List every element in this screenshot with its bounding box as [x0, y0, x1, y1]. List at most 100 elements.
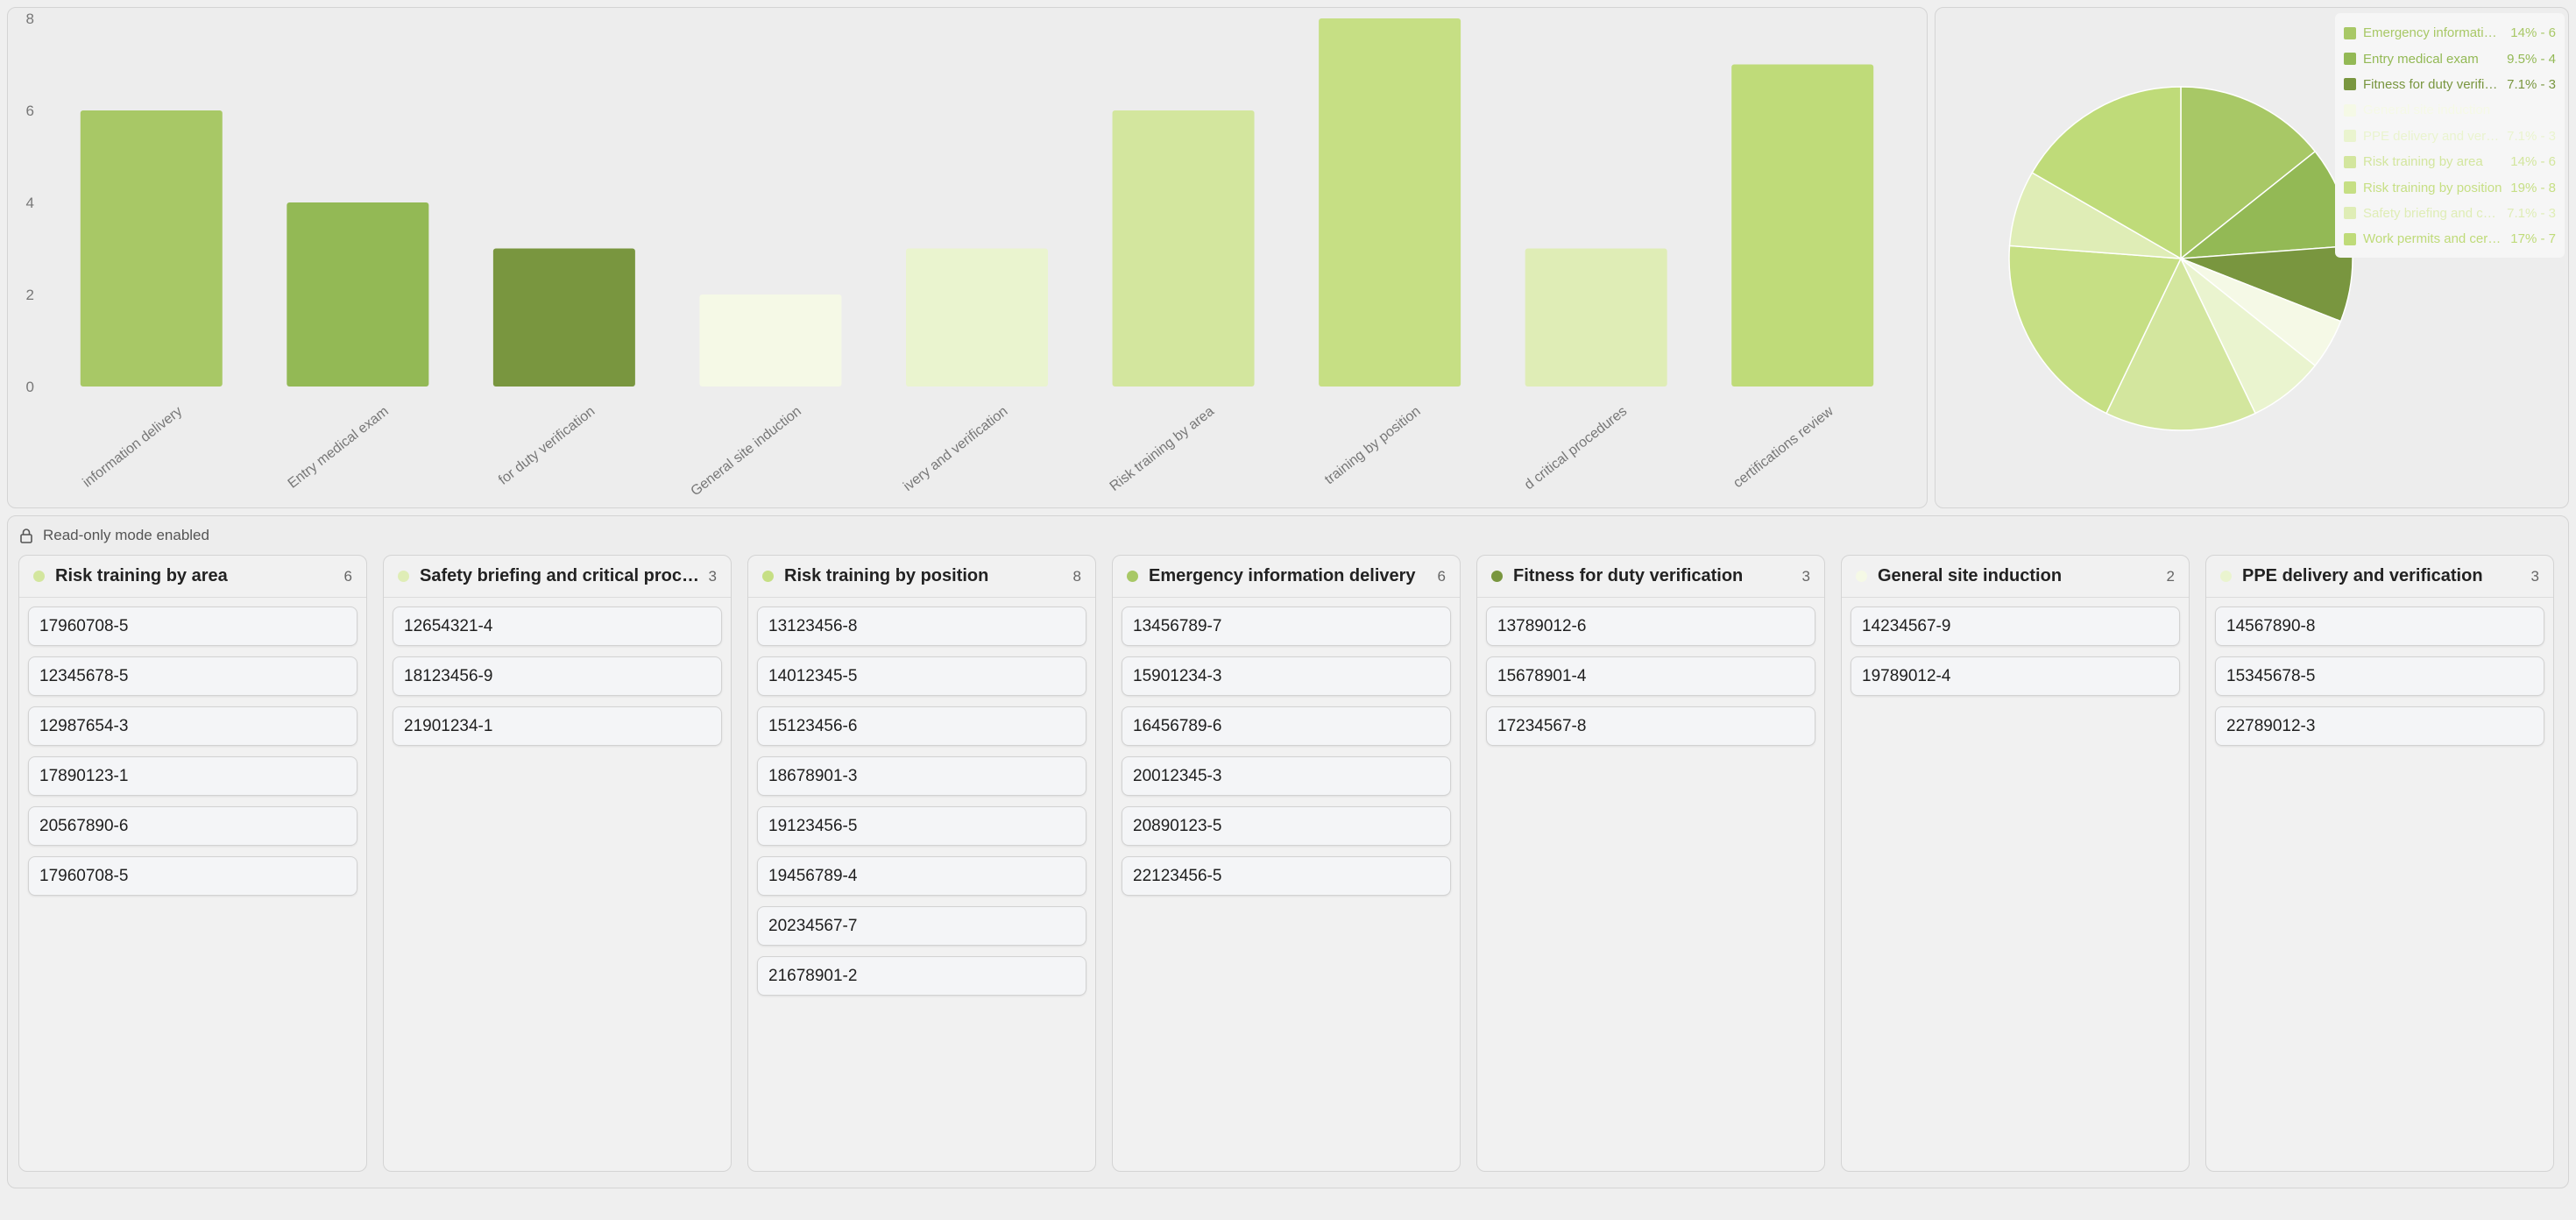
y-tick-label: 2	[26, 287, 34, 303]
readonly-indicator: Read-only mode enabled	[18, 527, 209, 544]
legend-item[interactable]: Emergency information delivery 14% - 6	[2344, 20, 2556, 46]
board-card[interactable]: 17960708-5	[28, 606, 357, 646]
board-card[interactable]: 13123456-8	[757, 606, 1086, 646]
x-tick-label: for duty verification	[496, 404, 598, 488]
board-card[interactable]: 16456789-6	[1122, 706, 1451, 746]
board-card[interactable]: 20012345-3	[1122, 756, 1451, 796]
board-column: General site induction 2 14234567-9 1978901…	[1841, 555, 2190, 1172]
pie-chart	[2008, 86, 2353, 431]
board-card[interactable]: 14234567-9	[1851, 606, 2180, 646]
board-card[interactable]: 15678901-4	[1486, 656, 1815, 696]
board-card[interactable]: 18678901-3	[757, 756, 1086, 796]
legend-item[interactable]: Fitness for duty verification 7.1% - 3	[2344, 72, 2556, 97]
legend-swatch	[2344, 26, 2356, 39]
board-card[interactable]: 14012345-5	[757, 656, 1086, 696]
board-card[interactable]: 21901234-1	[393, 706, 722, 746]
legend-label: Risk training by position	[2363, 180, 2502, 195]
legend-label: Work permits and certifications review	[2363, 231, 2503, 247]
bar[interactable]	[1525, 248, 1667, 387]
legend-value: 7.1% - 3	[2507, 205, 2556, 221]
x-tick-label: Risk training by area	[1108, 404, 1217, 494]
legend-swatch	[2344, 53, 2356, 66]
bar[interactable]	[906, 248, 1048, 387]
column-header: Risk training by area 6	[19, 556, 366, 598]
legend-label: Fitness for duty verification	[2363, 76, 2500, 92]
pie-slice[interactable]	[2008, 245, 2183, 415]
board-card[interactable]: 19789012-4	[1851, 656, 2180, 696]
y-tick-label: 6	[26, 103, 34, 119]
bar[interactable]	[1319, 18, 1461, 387]
readonly-label: Read-only mode enabled	[43, 527, 209, 543]
legend-item[interactable]: Work permits and certifications review 17…	[2344, 226, 2556, 252]
bar[interactable]	[492, 248, 635, 387]
board-card[interactable]: 20890123-5	[1122, 806, 1451, 846]
board-card[interactable]: 22789012-3	[2215, 706, 2544, 746]
board-card[interactable]: 19123456-5	[757, 806, 1086, 846]
board-card[interactable]: 15123456-6	[757, 706, 1086, 746]
legend-swatch	[2344, 130, 2356, 143]
board-card[interactable]: 20234567-7	[757, 906, 1086, 946]
y-tick-label: 4	[26, 195, 34, 211]
y-tick-label: 8	[26, 11, 34, 27]
x-tick-label: training by position	[1322, 404, 1424, 488]
pie-slice[interactable]	[2105, 257, 2257, 431]
legend-item[interactable]: PPE delivery and verification 7.1% - 3	[2344, 124, 2556, 149]
x-tick-label: General site induction	[688, 404, 803, 500]
board-card[interactable]: 19456789-4	[757, 856, 1086, 896]
board-column: Fitness for duty verification 3 13789012-6…	[1476, 555, 1825, 1172]
bar[interactable]	[287, 202, 429, 387]
board-column: Risk training by area 6 17960708-5 12345678…	[18, 555, 367, 1172]
column-title: PPE delivery and verification	[2242, 566, 2483, 585]
pie-slice[interactable]	[2180, 86, 2317, 260]
board-card[interactable]: 17234567-8	[1486, 706, 1815, 746]
column-title: General site induction	[1878, 566, 2063, 585]
column-header: Safety briefing and critical procedures 3	[384, 556, 731, 598]
board-card[interactable]: 15345678-5	[2215, 656, 2544, 696]
bar[interactable]	[699, 294, 842, 387]
bar[interactable]	[80, 110, 223, 387]
board-card[interactable]: 22123456-5	[1122, 856, 1451, 896]
board-card[interactable]: 12987654-3	[28, 706, 357, 746]
x-tick-label: information delivery	[80, 404, 185, 491]
board-card[interactable]: 17960708-5	[28, 856, 357, 896]
column-title: Risk training by position	[784, 566, 989, 585]
legend-item[interactable]: General site induction	[2344, 97, 2556, 123]
board-card[interactable]: 17890123-1	[28, 756, 357, 796]
legend-swatch	[2344, 232, 2356, 245]
board-card[interactable]: 14567890-8	[2215, 606, 2544, 646]
legend-value: 9.5% - 4	[2507, 51, 2556, 67]
column-count: 3	[2530, 567, 2539, 585]
board-card[interactable]: 18123456-9	[393, 656, 722, 696]
legend-item[interactable]: Risk training by area 14% - 6	[2344, 149, 2556, 174]
column-count: 2	[2166, 567, 2175, 585]
legend-value: 7.1% - 3	[2507, 76, 2556, 92]
board-card[interactable]: 20567890-6	[28, 806, 357, 846]
bar[interactable]	[1112, 110, 1255, 387]
column-count: 8	[1072, 567, 1081, 585]
legend-value: 14% - 6	[2510, 154, 2556, 170]
board-column: Risk training by position 8 13123456-8 1401…	[747, 555, 1096, 1172]
legend-value: 17% - 7	[2510, 231, 2556, 247]
board-card[interactable]: 12345678-5	[28, 656, 357, 696]
column-header: Risk training by position 8	[748, 556, 1095, 598]
legend-item[interactable]: Risk training by position 19% - 8	[2344, 174, 2556, 200]
column-color-dot	[762, 571, 774, 582]
board-card[interactable]: 15901234-3	[1122, 656, 1451, 696]
pie-chart-panel: Emergency information delivery 14% - 6 Ent…	[1935, 7, 2569, 508]
board-card[interactable]: 13456789-7	[1122, 606, 1451, 646]
legend-item[interactable]: Safety briefing and critical procedures 7…	[2344, 201, 2556, 226]
board-card[interactable]: 21678901-2	[757, 956, 1086, 996]
legend-item[interactable]: Entry medical exam 9.5% - 4	[2344, 46, 2556, 71]
legend-label: Risk training by area	[2363, 154, 2483, 170]
column-title: Safety briefing and critical procedures	[420, 566, 700, 585]
x-tick-label: ivery and verification	[901, 404, 1010, 494]
column-color-dot	[1856, 571, 1867, 582]
legend-label: Safety briefing and critical procedures	[2363, 205, 2500, 221]
pie-slice[interactable]	[2031, 86, 2182, 260]
board-card[interactable]: 13789012-6	[1486, 606, 1815, 646]
board-card[interactable]: 12654321-4	[393, 606, 722, 646]
column-color-dot	[1491, 571, 1503, 582]
bar[interactable]	[1731, 64, 1874, 387]
legend-label: General site induction	[2363, 103, 2491, 118]
board-column: PPE delivery and verification 3 14567890-8…	[2205, 555, 2554, 1172]
